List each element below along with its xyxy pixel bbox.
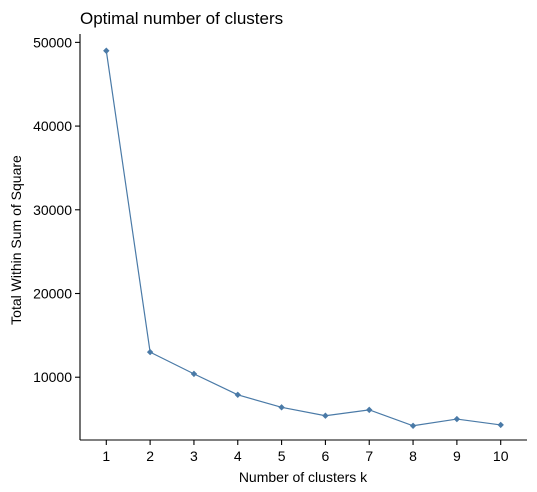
y-tick-label: 20000 [33,286,72,302]
y-axis-label: Total Within Sum of Square [8,155,24,325]
data-point [366,407,372,413]
y-tick-label: 10000 [33,369,72,385]
data-point [498,422,504,428]
x-tick-label: 9 [453,448,461,464]
x-axis-label: Number of clusters k [239,469,368,485]
data-point [454,416,460,422]
data-point [103,48,109,54]
data-point [191,371,197,377]
x-tick-label: 8 [409,448,417,464]
x-tick-label: 4 [234,448,242,464]
x-tick-label: 3 [190,448,198,464]
x-tick-label: 10 [493,448,509,464]
data-point [235,392,241,398]
y-tick-label: 30000 [33,202,72,218]
data-point [322,413,328,419]
x-tick-label: 7 [365,448,373,464]
x-tick-label: 1 [102,448,110,464]
x-tick-label: 6 [322,448,330,464]
plot-area: 10000 20000 30000 40000 50000 1 2 3 4 5 6 7 8 9 10 [33,34,527,464]
series-line [106,51,500,426]
data-point [147,349,153,355]
x-tick-label: 2 [146,448,154,464]
data-point [410,423,416,429]
chart-title: Optimal number of clusters [80,9,283,28]
data-point [278,404,284,410]
y-tick-label: 40000 [33,118,72,134]
x-tick-label: 5 [278,448,286,464]
y-tick-label: 50000 [33,34,72,50]
